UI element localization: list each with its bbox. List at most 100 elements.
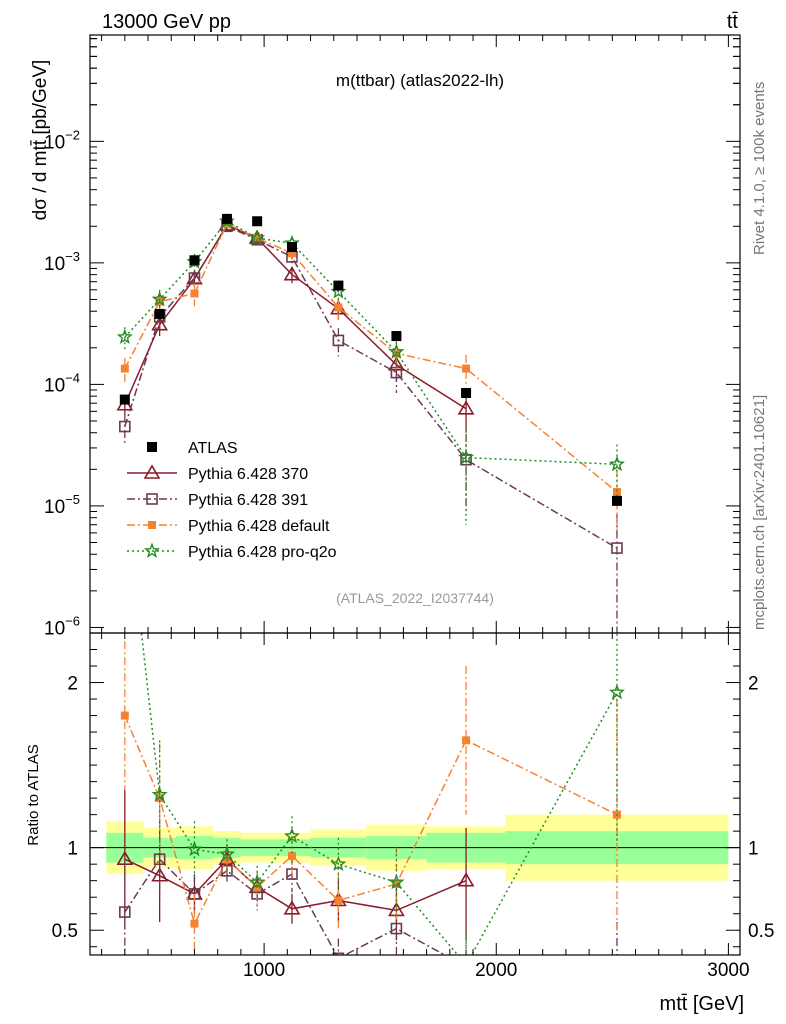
ratio-axis-title: Ratio to ATLAS xyxy=(25,744,42,845)
series-line xyxy=(124,222,618,493)
series-point xyxy=(462,364,471,373)
legend-marker xyxy=(143,542,161,558)
series-ratio-point xyxy=(461,962,471,972)
legend-entry: Pythia 6.428 pro-q2o xyxy=(127,542,337,561)
atlas-data-point xyxy=(252,216,263,227)
atlas-data-point xyxy=(154,308,165,319)
ratio-tick-label-right: 2 xyxy=(748,674,759,695)
series-ratio-point-shape xyxy=(218,845,235,862)
atlas-data-point-shape xyxy=(221,213,232,224)
series-point-shape xyxy=(249,229,266,245)
series-ratio-point xyxy=(457,872,475,887)
atlas-data-point xyxy=(461,387,472,398)
series-point-shape xyxy=(119,420,131,433)
atlas-data-point xyxy=(189,255,200,266)
legend-entry: Pythia 6.428 391 xyxy=(127,492,308,509)
y-tick-label: 10−5 xyxy=(44,492,80,518)
series-ratio-point xyxy=(287,851,296,860)
series-point xyxy=(119,420,131,433)
series-ratio-point-shape xyxy=(462,736,471,745)
series-ratio-point-shape xyxy=(222,855,231,864)
atlas-data-point-shape xyxy=(611,495,622,506)
series-line xyxy=(124,225,618,549)
series-ratio-point-shape xyxy=(334,896,343,905)
series-point-shape xyxy=(458,449,475,465)
series-ratio-point xyxy=(283,900,301,915)
series-ratio-point-shape xyxy=(332,952,345,955)
series-ratio-point xyxy=(330,855,347,871)
series-ratio-point-shape xyxy=(284,827,300,844)
series-point-shape xyxy=(190,289,199,298)
series-ratio-point xyxy=(608,683,625,700)
process-label: tt̄ xyxy=(727,11,739,33)
ratio-tick-label-right: 1 xyxy=(748,839,759,860)
series-line xyxy=(124,220,618,466)
series-point-shape xyxy=(116,328,133,345)
series-point-shape xyxy=(283,266,301,281)
series-ratio-point xyxy=(612,958,622,968)
legend-entry: ATLAS xyxy=(147,440,238,457)
legend-marker xyxy=(146,493,158,505)
series-point xyxy=(457,400,475,415)
x-tick-label: 1000 xyxy=(243,960,285,981)
series-point-shape xyxy=(151,290,168,307)
atlas-data-point xyxy=(119,394,130,405)
series-point xyxy=(611,542,623,554)
axes-layer: 1000 2000 3000 10−6 10−5 10−4 10−3 10−2 0.5 0.5 1 1… xyxy=(44,34,774,981)
chart-title: m(ttbar) (atlas2022-lh) xyxy=(336,71,504,90)
series-point-shape xyxy=(612,488,621,497)
atlas-data-point xyxy=(286,242,297,253)
legend-marker-shape xyxy=(143,542,161,558)
atlas-data-point-shape xyxy=(189,255,200,266)
series-ratio-point-shape xyxy=(392,879,401,888)
legend-label: Pythia 6.428 default xyxy=(188,518,330,535)
atlas-data-point-shape xyxy=(333,280,344,291)
legend-marker xyxy=(143,464,161,479)
x-tick-label: 3000 xyxy=(707,960,749,981)
series-layer xyxy=(116,212,625,972)
legend-marker-shape xyxy=(147,442,157,452)
series-ratio-point xyxy=(119,906,131,918)
atlas-data-point-shape xyxy=(461,387,472,398)
series-3-ratio xyxy=(119,478,625,970)
series-ratio-point-shape xyxy=(153,853,166,866)
legend-marker-shape xyxy=(143,464,161,479)
series-point xyxy=(253,234,262,243)
legend-marker-shape xyxy=(146,493,158,505)
atlas-data-point-shape xyxy=(119,394,130,405)
series-ratio-point xyxy=(388,873,405,890)
series-ratio-point xyxy=(334,896,343,905)
series-ratio-point-shape xyxy=(460,958,472,970)
series-ratio-point-shape xyxy=(608,683,625,700)
series-point xyxy=(190,289,199,298)
legend-label: Pythia 6.428 pro-q2o xyxy=(188,544,337,561)
series-point xyxy=(120,364,129,373)
energy-label: 13000 GeV pp xyxy=(102,11,231,33)
atlas-data-point-shape xyxy=(252,216,263,227)
series-ratio-line xyxy=(124,858,447,955)
ratio-tick-label-left: 0.5 xyxy=(52,921,78,942)
legend: ATLAS Pythia 6.428 370 Pythia 6.428 391 Pyt… xyxy=(127,440,337,561)
series-ratio-point xyxy=(190,919,199,928)
series-ratio-line xyxy=(124,715,618,926)
series-ratio-point-shape xyxy=(461,962,471,972)
series-point xyxy=(332,334,345,347)
series-ratio-point xyxy=(120,711,129,720)
x-tick-label: 2000 xyxy=(475,960,517,981)
rivet-label: Rivet 4.1.0, ≥ 100k events xyxy=(751,82,768,255)
series-ratio-point xyxy=(119,478,131,490)
series-point-shape xyxy=(334,303,343,312)
series-ratio-point xyxy=(284,827,300,844)
ratio-tick-label-left: 1 xyxy=(67,839,78,860)
series-ratio-point-shape xyxy=(119,478,131,490)
series-point-shape xyxy=(462,364,471,373)
series-ratio-line xyxy=(140,633,618,955)
series-ratio-point-shape xyxy=(249,873,266,890)
series-ratio-point xyxy=(218,845,235,862)
atlas-data-point xyxy=(391,331,402,342)
y-axis-title: dσ / d mtt̄ [pb/GeV] xyxy=(30,60,51,221)
series-ratio-point xyxy=(186,840,203,857)
series-point xyxy=(458,449,475,465)
series-ratio-point xyxy=(392,879,401,888)
series-point-shape xyxy=(609,455,625,472)
